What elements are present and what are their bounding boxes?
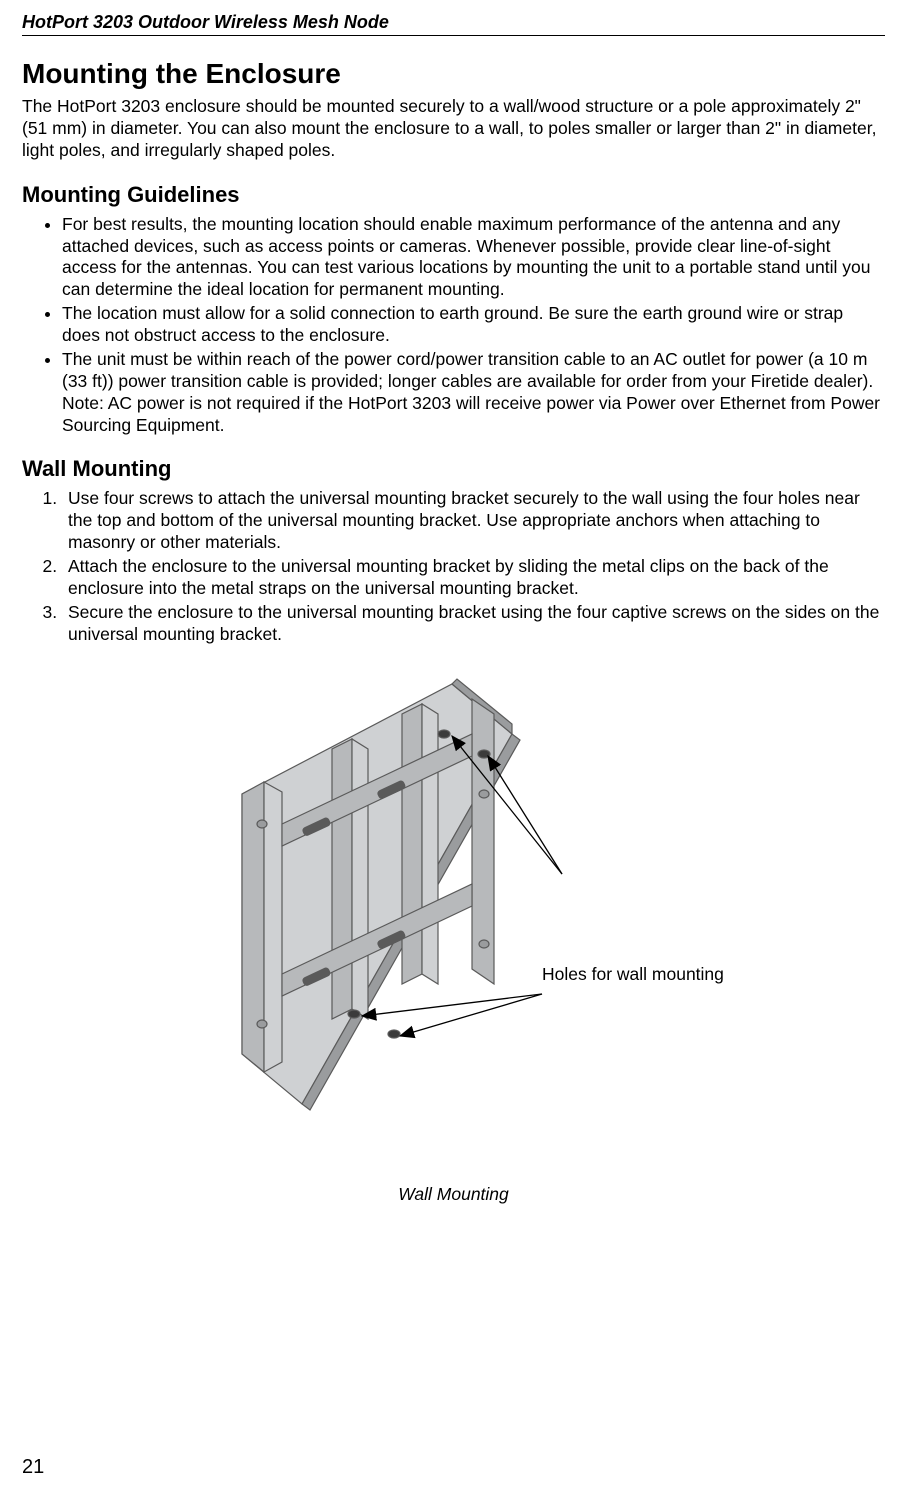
page: HotPort 3203 Outdoor Wireless Mesh Node … [0, 0, 907, 1497]
h2-wall-mounting: Wall Mounting [22, 456, 885, 482]
guidelines-list: For best results, the mounting location … [22, 214, 885, 437]
list-item: The location must allow for a solid conn… [62, 303, 885, 347]
h1-mounting-enclosure: Mounting the Enclosure [22, 58, 885, 90]
callout-label: Holes for wall mounting [542, 964, 724, 985]
header-rule [22, 35, 885, 36]
list-item: Attach the enclosure to the universal mo… [62, 556, 885, 600]
wall-mounting-steps: Use four screws to attach the universal … [22, 488, 885, 645]
running-header: HotPort 3203 Outdoor Wireless Mesh Node [22, 12, 885, 33]
list-item: Secure the enclosure to the universal mo… [62, 602, 885, 646]
list-item: Use four screws to attach the universal … [62, 488, 885, 554]
page-number: 21 [22, 1456, 44, 1479]
mounting-bracket-figure [202, 674, 572, 1154]
list-item: The unit must be within reach of the pow… [62, 349, 885, 437]
figure-area: Holes for wall mounting Wall Mounting [22, 674, 885, 1294]
h2-mounting-guidelines: Mounting Guidelines [22, 182, 885, 208]
intro-paragraph: The HotPort 3203 enclosure should be mou… [22, 96, 885, 162]
figure-caption: Wall Mounting [22, 1184, 885, 1205]
list-item: For best results, the mounting location … [62, 214, 885, 302]
